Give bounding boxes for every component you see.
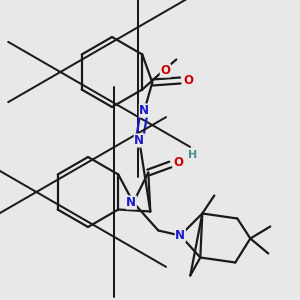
Text: O: O <box>160 64 170 77</box>
Text: N: N <box>139 104 149 117</box>
Text: O: O <box>183 74 193 87</box>
Text: N: N <box>134 134 144 147</box>
Text: N: N <box>175 229 185 242</box>
Text: N: N <box>126 196 136 209</box>
Text: H: H <box>188 149 197 160</box>
Text: O: O <box>173 156 183 169</box>
